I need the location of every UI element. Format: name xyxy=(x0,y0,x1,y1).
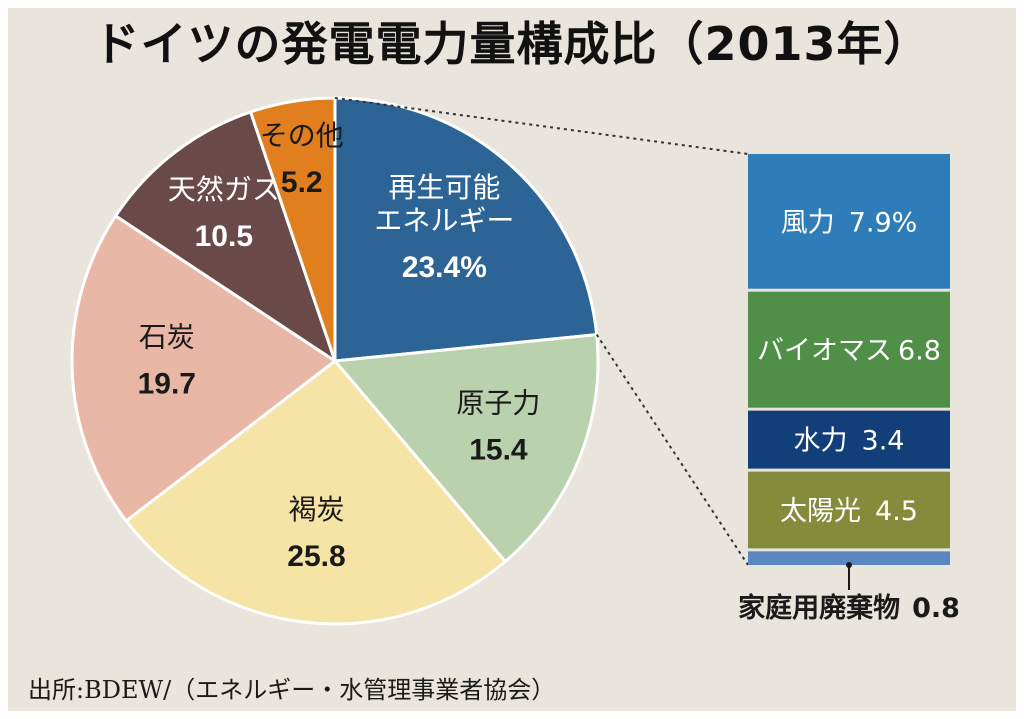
pie-label-group-coal: 石炭 19.7 xyxy=(138,320,196,400)
bar-segment-biomass xyxy=(748,291,950,408)
pie-label-group-gas: 天然ガス 10.5 xyxy=(168,173,280,253)
bar-value-biomass: 6.8 xyxy=(898,336,941,367)
bar-value-waste: 0.8 xyxy=(912,593,960,624)
chart-title: ドイツの発電電力量構成比（2013年） xyxy=(93,17,930,71)
pie-value-other: 5.2 xyxy=(281,166,323,199)
source-note: 出所:BDEW/（エネルギー・水管理事業者協会） xyxy=(28,676,555,704)
bar-segment-solar xyxy=(748,471,950,549)
bar-segment-waste xyxy=(748,551,950,565)
pie-label-other: その他 xyxy=(260,119,344,152)
pie-value-lignite: 25.8 xyxy=(287,540,345,573)
bar-value-solar: 4.5 xyxy=(875,496,918,527)
pie-slice-renewable xyxy=(333,96,599,363)
pie-label-nuclear: 原子力 xyxy=(456,386,540,419)
bar-label-waste: 家庭用廃棄物 0.8 xyxy=(738,592,960,624)
bar-segment-hydro xyxy=(748,410,950,469)
bar-value-hydro: 3.4 xyxy=(862,426,905,457)
bar-label-name-waste: 家庭用廃棄物 xyxy=(738,592,900,624)
pie-value-nuclear: 15.4 xyxy=(469,433,528,466)
bar-label-wind: 風力 7.9% xyxy=(781,207,918,238)
bar-label-name-solar: 太陽光 xyxy=(780,496,861,527)
bar-label-biomass: バイオマス 6.8 xyxy=(757,336,941,367)
bar-label-hydro: 水力 3.4 xyxy=(794,426,905,457)
pie-label-gas: 天然ガス xyxy=(168,173,280,206)
pie-value-renewable: 23.4% xyxy=(402,251,487,284)
pie-label-group-nuclear: 原子力 15.4 xyxy=(456,386,540,466)
pie-slice-nuclear xyxy=(333,333,600,564)
bar-label-name-biomass: バイオマス xyxy=(757,336,892,367)
pie-label-group-lignite: 褐炭 25.8 xyxy=(287,493,345,573)
waste-leader-dot xyxy=(846,562,852,568)
bar-segment-wind xyxy=(748,154,950,289)
pie-label-renewable-0: 再生可能 xyxy=(388,171,500,204)
pie-label-coal: 石炭 xyxy=(139,320,195,353)
pie-value-gas: 10.5 xyxy=(195,220,253,253)
pie-value-coal: 19.7 xyxy=(138,367,196,400)
pie-slice-lignite xyxy=(124,359,507,626)
pie-slice-gas xyxy=(114,110,337,363)
pie-label-lignite: 褐炭 xyxy=(288,493,344,526)
pie-slice-other xyxy=(249,96,337,363)
pie-label-group-other: その他 5.2 xyxy=(260,119,344,199)
pie-label-renewable-1: エネルギー xyxy=(374,204,514,237)
bar-value-wind: 7.9% xyxy=(849,207,918,238)
bar-label-name-wind: 風力 xyxy=(781,207,835,238)
renewable-breakdown-bar: 風力 7.9% バイオマス 6.8 水力 3.4 太陽光 4.5 家庭用廃棄物 0.8 xyxy=(738,154,960,624)
bar-label-solar: 太陽光 4.5 xyxy=(780,496,918,527)
bar-label-name-hydro: 水力 xyxy=(794,426,848,457)
pie-slice-coal xyxy=(70,214,337,523)
